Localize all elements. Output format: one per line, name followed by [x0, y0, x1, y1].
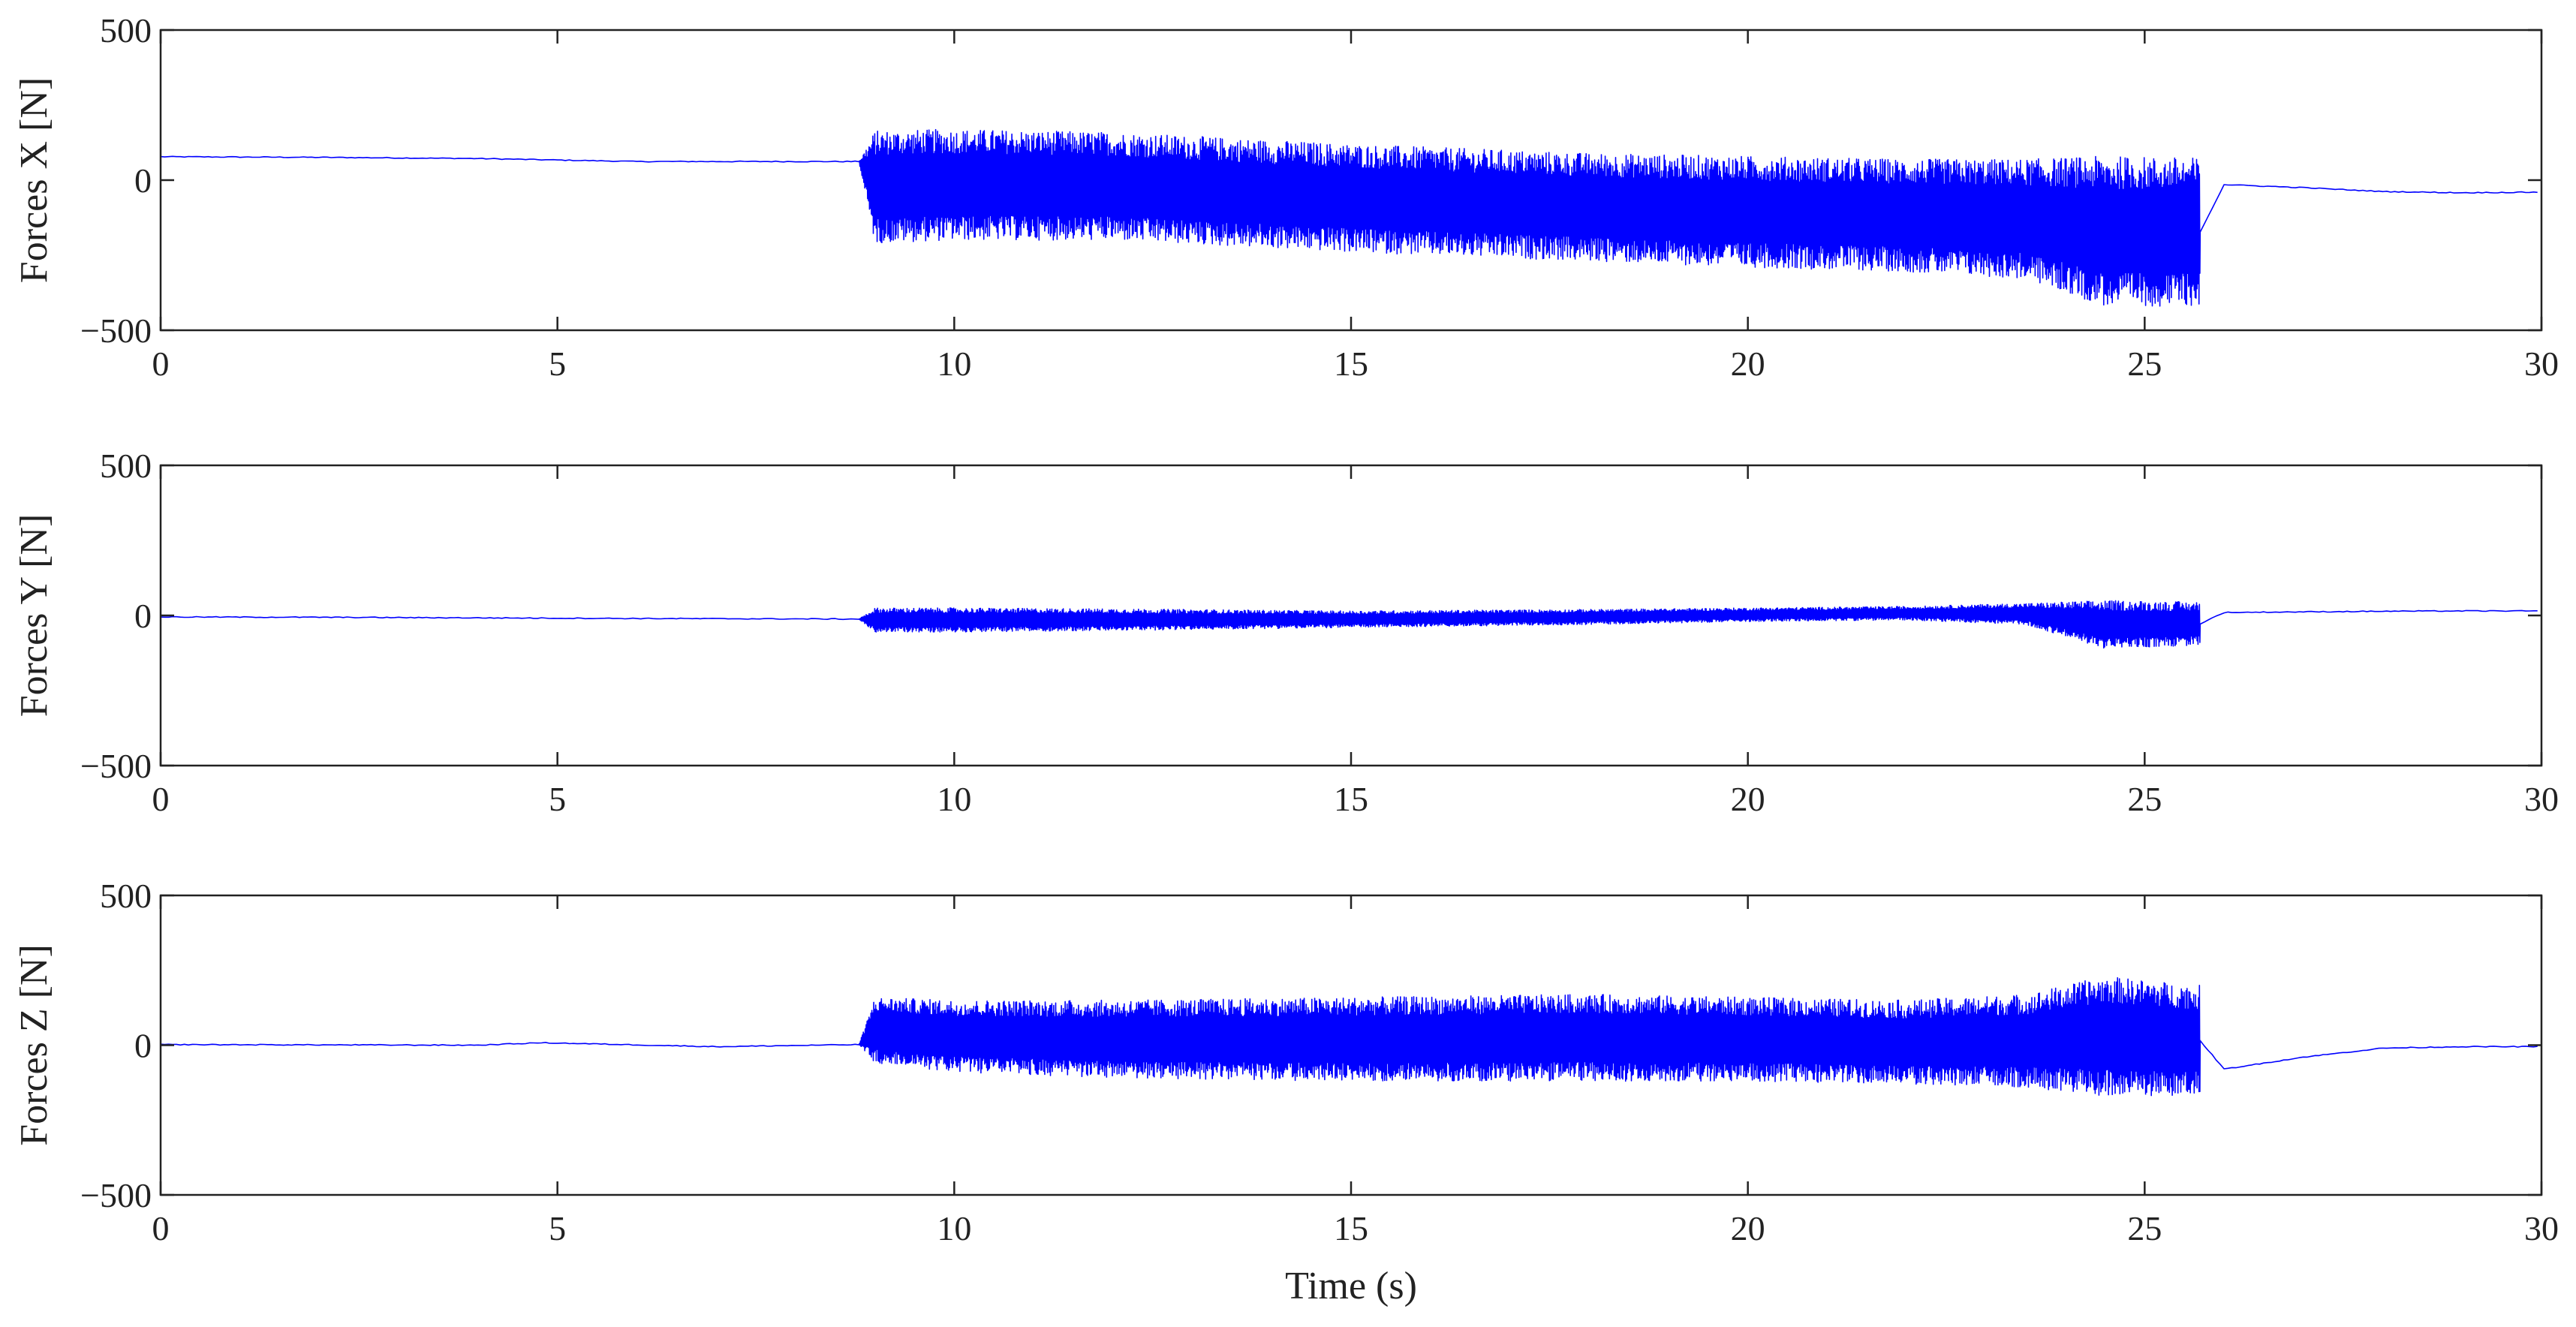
plot-area [160, 128, 2538, 307]
x-tick-label: 30 [2524, 1209, 2559, 1247]
x-tick-label: 5 [549, 1209, 566, 1247]
y-axis-label: Forces Z [N] [13, 944, 56, 1146]
x-tick-label: 25 [2127, 345, 2162, 383]
series-line-0 [160, 128, 2538, 307]
x-tick-label: 25 [2127, 780, 2162, 818]
x-tick-label: 25 [2127, 1209, 2162, 1247]
y-tick-label: 500 [100, 877, 152, 915]
plot-area [160, 600, 2538, 649]
x-tick-label: 0 [152, 780, 170, 818]
plot-area [160, 976, 2538, 1097]
y-axis-label: Forces X [N] [13, 77, 56, 283]
y-tick-label: 500 [100, 447, 152, 485]
x-tick-label: 5 [549, 780, 566, 818]
x-tick-label: 15 [1334, 780, 1368, 818]
x-tick-label: 10 [937, 780, 971, 818]
x-tick-label: 20 [1731, 345, 1765, 383]
series-line-0 [160, 600, 2538, 649]
x-axis-label: Time (s) [1285, 1265, 1417, 1307]
y-tick-label: 500 [100, 11, 152, 50]
x-tick-label: 0 [152, 345, 170, 383]
x-tick-label: 30 [2524, 345, 2559, 383]
x-tick-label: 15 [1334, 1209, 1368, 1247]
x-tick-label: 20 [1731, 1209, 1765, 1247]
y-tick-label: 0 [134, 1027, 152, 1065]
y-axis-label: Forces Y [N] [13, 514, 56, 718]
y-tick-label: −500 [80, 1176, 152, 1214]
x-tick-label: 30 [2524, 780, 2559, 818]
x-tick-label: 20 [1731, 780, 1765, 818]
y-tick-label: −500 [80, 747, 152, 785]
x-tick-label: 10 [937, 1209, 971, 1247]
y-tick-label: 0 [134, 161, 152, 200]
series-line-0 [160, 976, 2538, 1097]
y-tick-label: −500 [80, 311, 152, 350]
x-tick-label: 5 [549, 345, 566, 383]
y-tick-label: 0 [134, 597, 152, 635]
x-tick-label: 0 [152, 1209, 170, 1247]
x-tick-label: 15 [1334, 345, 1368, 383]
x-tick-label: 10 [937, 345, 971, 383]
